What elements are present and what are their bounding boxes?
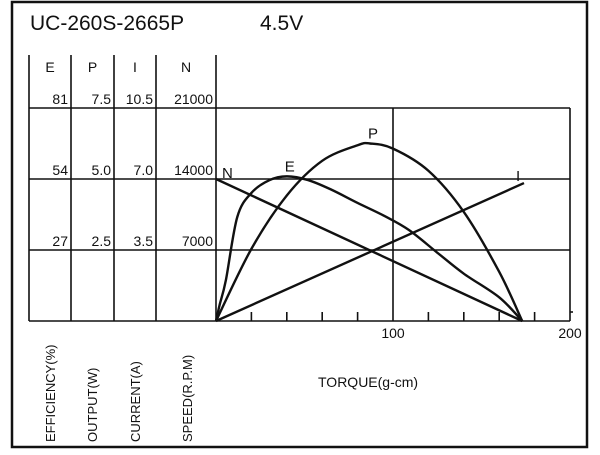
y-axis-header-P: P	[88, 59, 97, 75]
series-line-I	[215, 181, 525, 323]
series-line-E	[214, 175, 524, 322]
grid	[28, 55, 573, 322]
series-label-E: E	[285, 158, 295, 175]
y-tick-label-N: 21000	[174, 91, 213, 107]
y-axis-header-N: N	[181, 59, 191, 75]
y-tick-label-E: 54	[52, 162, 68, 178]
y-tick-label-E: 81	[52, 91, 68, 107]
y-axis-header-I: I	[133, 59, 137, 75]
chart-border	[10, 0, 589, 449]
y-tick-label-I: 7.0	[134, 162, 154, 178]
y-axis-label-N: SPEED(R.P.M)	[180, 355, 195, 442]
y-tick-label-I: 3.5	[134, 233, 154, 249]
series-line-P	[214, 141, 524, 322]
x-axis-label: TORQUE(g-cm)	[318, 374, 418, 390]
y-axis-label-E: EFFICIENCY(%)	[43, 345, 58, 443]
y-axis-header-E: E	[45, 59, 54, 75]
y-tick-label-P: 2.5	[92, 233, 112, 249]
x-tick-label: 200	[558, 325, 582, 341]
series-label-N: N	[222, 165, 233, 182]
series-label-I: I	[516, 168, 520, 185]
chart-title: UC-260S-2665P	[30, 12, 184, 35]
x-tick-label: 100	[381, 325, 405, 341]
y-tick-label-P: 7.5	[92, 91, 112, 107]
y-tick-label-N: 7000	[182, 233, 213, 249]
y-tick-label-P: 5.0	[92, 162, 112, 178]
curves: N I P E	[214, 126, 525, 323]
y-tick-label-E: 27	[52, 233, 68, 249]
y-tick-label-N: 14000	[174, 162, 213, 178]
y-axis-label-P: OUTPUT(W)	[85, 368, 100, 442]
series-line-N	[215, 177, 523, 323]
y-axis-label-I: CURRENT(A)	[128, 361, 143, 442]
y-tick-label-I: 10.5	[126, 91, 153, 107]
axis-labels: 100 200 E 81 54 27 EFFICIENCY(%) P 7.5 5.0 2.5 OUTP…	[43, 59, 582, 442]
series-label-P: P	[368, 126, 378, 143]
chart-voltage: 4.5V	[260, 12, 303, 35]
